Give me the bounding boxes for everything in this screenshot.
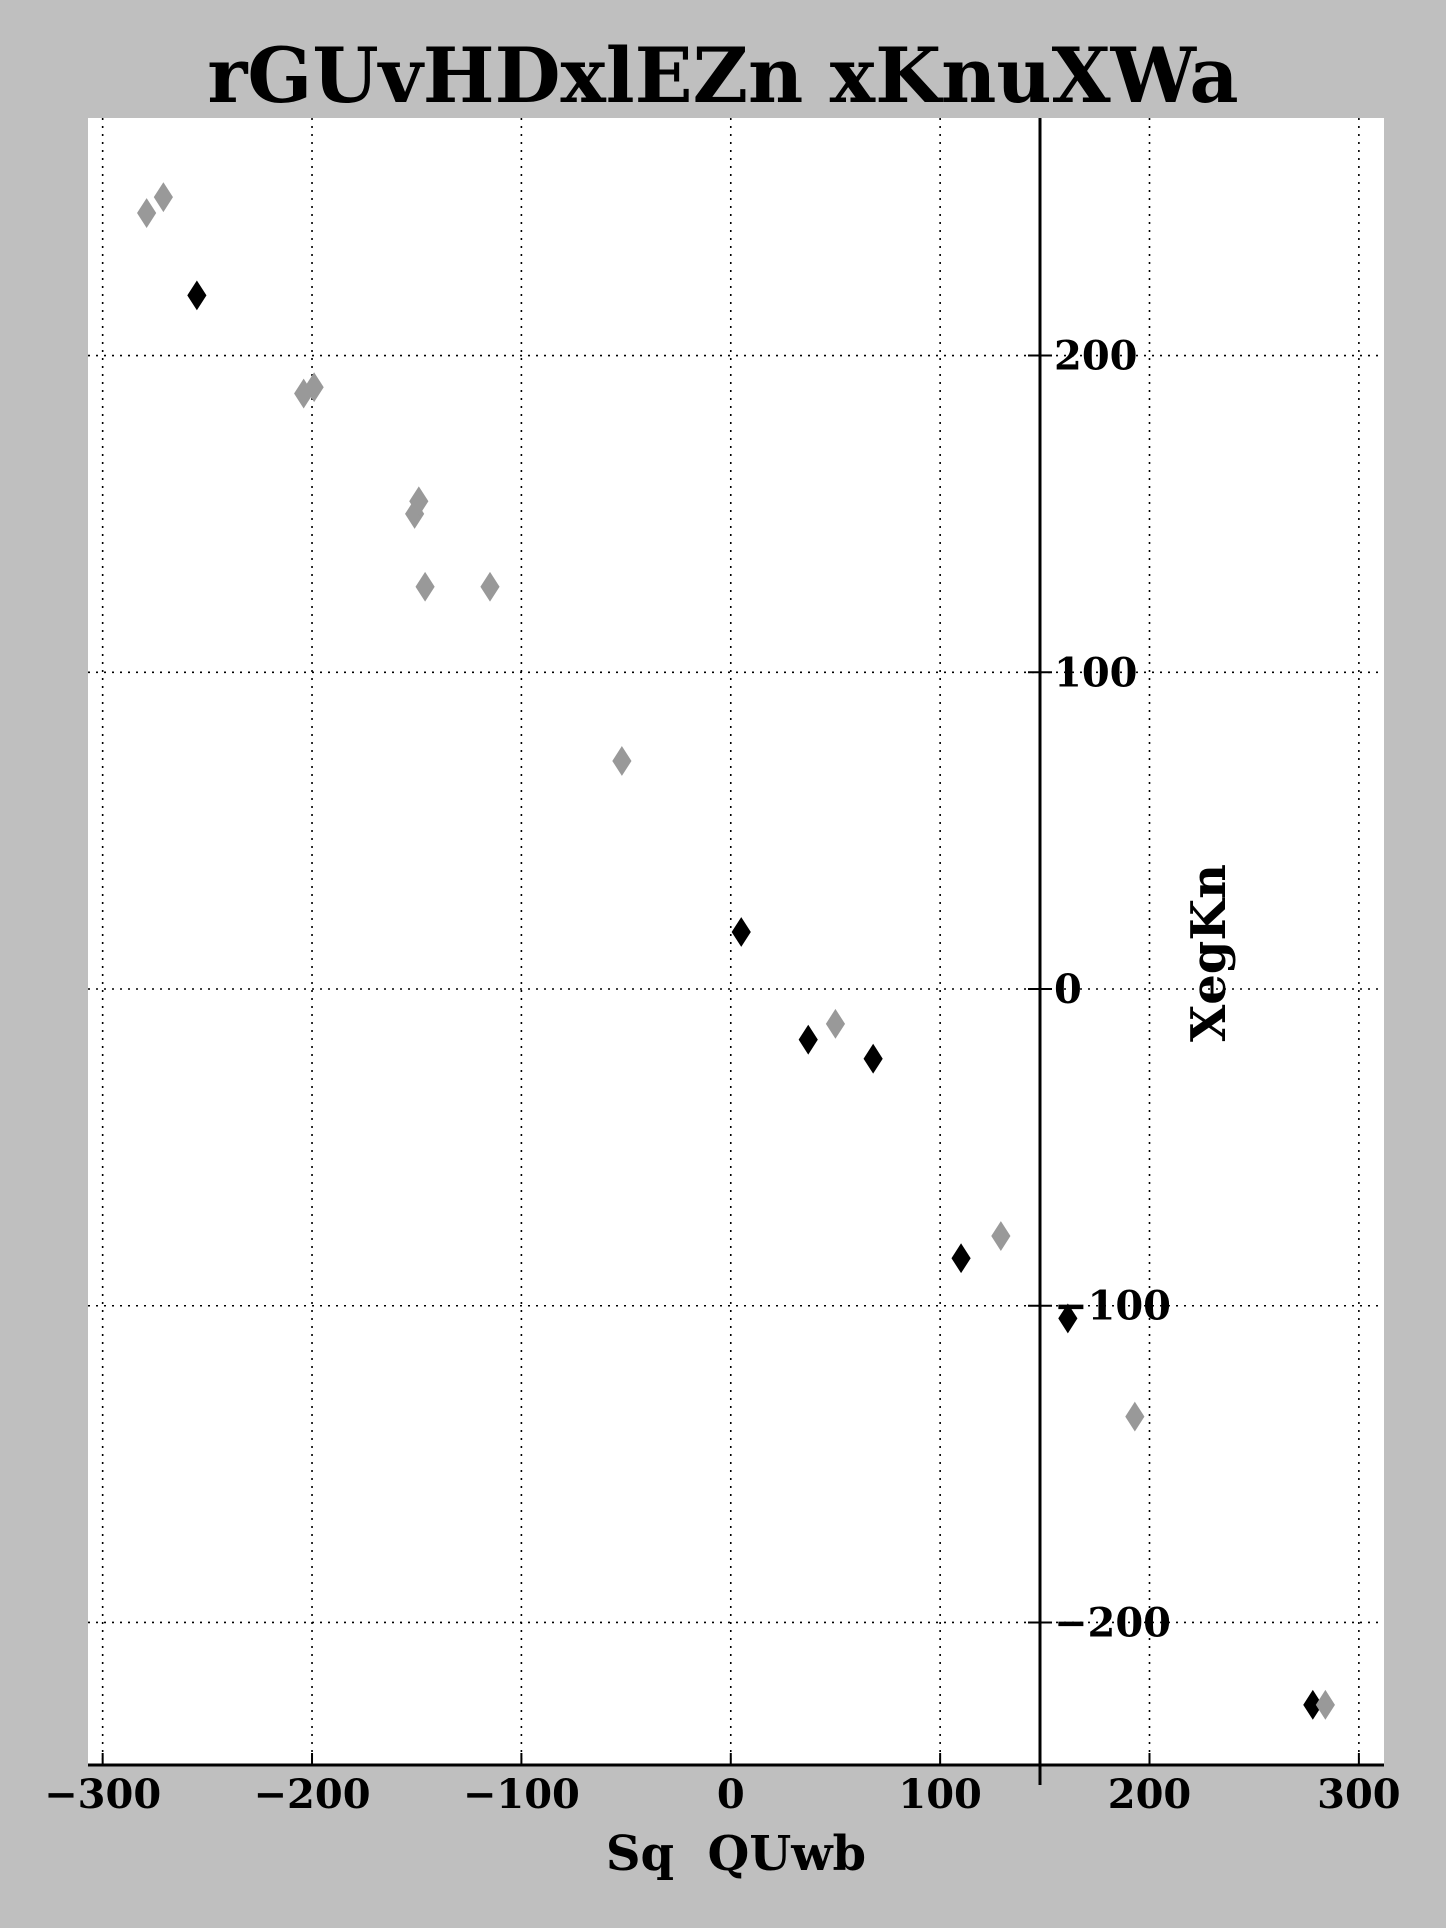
- data-point-marker: [187, 280, 207, 311]
- x-tick-label: 200: [1108, 1771, 1192, 1818]
- y-tick-label: −200: [1054, 1599, 1171, 1646]
- data-point-marker: [863, 1043, 883, 1074]
- data-point-marker: [731, 917, 751, 947]
- x-tick-label: 100: [898, 1771, 982, 1818]
- y-tick-label: 0: [1054, 966, 1082, 1013]
- data-point-marker: [1125, 1401, 1145, 1432]
- y-tick-label: 100: [1054, 649, 1138, 696]
- x-tick-labels: −300 −200 −100 0 100 200 300: [44, 1771, 1400, 1818]
- data-point-marker: [415, 571, 435, 602]
- data-point-marker: [480, 571, 500, 602]
- data-point-marker: [137, 198, 157, 228]
- data-point-marker: [409, 486, 429, 517]
- y-tick-label: 200: [1054, 333, 1138, 380]
- x-tick-label: −300: [44, 1771, 161, 1818]
- data-point-marker: [153, 182, 173, 213]
- data-point-marker: [304, 372, 324, 403]
- data-point-marker: [1058, 1303, 1078, 1334]
- x-tick-label: −100: [463, 1771, 580, 1818]
- x-tick-label: −200: [254, 1771, 371, 1818]
- data-point-marker: [1315, 1689, 1335, 1720]
- data-point-marker: [951, 1243, 971, 1274]
- data-point-marker: [991, 1221, 1011, 1251]
- chart-title: rGUvHDxlEZn xKnuXWa: [207, 31, 1238, 120]
- data-point-marker: [798, 1024, 818, 1055]
- x-tick-label: 300: [1317, 1771, 1401, 1818]
- y-axis-label: XegKn: [1181, 864, 1237, 1042]
- x-tick-label: 0: [717, 1771, 745, 1818]
- axes: [88, 118, 1384, 1785]
- grid-lines: [88, 118, 1384, 1765]
- data-point-marker: [612, 746, 632, 776]
- data-point-marker: [825, 1008, 846, 1039]
- data-points: [137, 182, 1335, 1720]
- x-axis-label: Sq QUwb: [606, 1826, 866, 1882]
